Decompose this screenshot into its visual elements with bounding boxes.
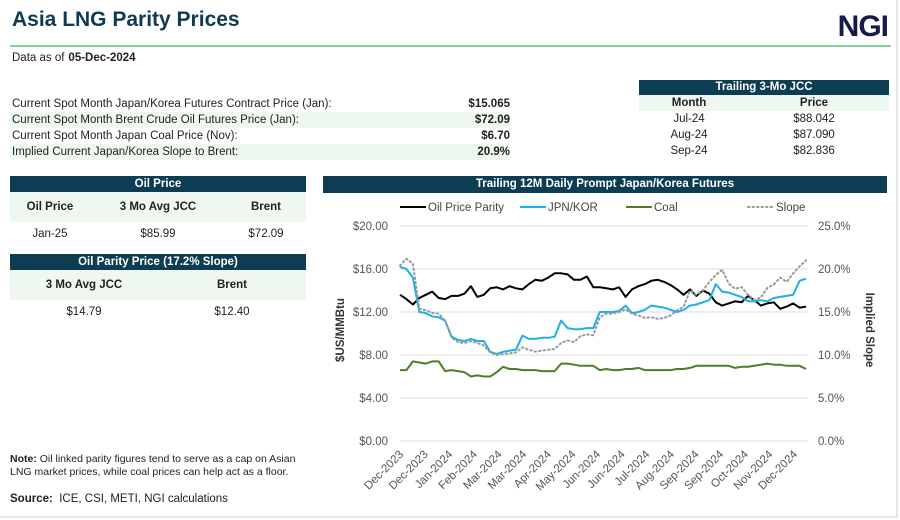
data-as-of: Data as of 05-Dec-2024 <box>12 52 136 64</box>
oil-price-title: Oil Price <box>10 176 306 192</box>
source-text: ICE, CSI, METI, NGI calculations <box>59 493 228 505</box>
y2-tick-label: 5.0% <box>818 393 844 405</box>
oil-price-header-row: Oil Price 3 Mo Avg JCC Brent <box>10 192 306 222</box>
cell-price: $88.042 <box>793 113 835 125</box>
col-header: Oil Price <box>26 201 74 213</box>
table-row: Aug-24 $87.090 <box>639 127 889 143</box>
table-row: Jul-24 $88.042 <box>639 111 889 127</box>
series-line-coal <box>400 360 807 378</box>
cell-brent: $12.40 <box>214 306 250 318</box>
cell-price: $82.836 <box>793 145 835 157</box>
header-divider <box>10 45 891 47</box>
col-header: Brent <box>250 201 282 213</box>
y-tick-label: $4.00 <box>359 393 388 405</box>
jcc-table-title: Trailing 3-Mo JCC <box>639 80 889 95</box>
source-label: Source: <box>10 493 53 505</box>
summary-row: Implied Current Japan/Korea Slope to Bre… <box>10 144 510 160</box>
y-axis-label: $US/MMBtu <box>335 298 347 362</box>
y2-axis-label: Implied Slope <box>863 293 875 368</box>
cell-month: Jul-24 <box>673 113 705 125</box>
cell-brent: $72.09 <box>248 228 284 240</box>
summary-row: Current Spot Month Japan/Korea Futures C… <box>10 96 510 112</box>
col-header: Price <box>799 97 829 109</box>
cell-month: Sep-24 <box>670 145 708 157</box>
oil-parity-table: Oil Parity Price (17.2% Slope) 3 Mo Avg … <box>10 254 306 324</box>
summary-value: $72.09 <box>474 114 510 126</box>
oil-parity-header-row: 3 Mo Avg JCC Brent <box>10 270 306 300</box>
legend-label: JPN/KOR <box>548 202 598 214</box>
footnote: Note: Oil linked parity figures tend to … <box>10 453 310 479</box>
cell-price: $87.090 <box>793 129 835 141</box>
oil-parity-title: Oil Parity Price (17.2% Slope) <box>10 254 306 270</box>
col-header: Brent <box>216 279 248 291</box>
summary-table: Current Spot Month Japan/Korea Futures C… <box>10 96 510 160</box>
jcc-table: Trailing 3-Mo JCC Month Price Jul-24 $88.0… <box>639 80 889 159</box>
y2-tick-label: 20.0% <box>818 264 851 276</box>
jcc-header-row: Month Price <box>639 95 889 111</box>
summary-row: Current Spot Month Japan Coal Price (Nov… <box>10 128 510 144</box>
y2-tick-label: 0.0% <box>818 436 844 448</box>
col-header: 3 Mo Avg JCC <box>119 201 197 213</box>
table-row: Sep-24 $82.836 <box>639 143 889 159</box>
legend-label: Slope <box>776 202 805 214</box>
cell-month: Jan-25 <box>32 228 68 240</box>
summary-value: $15.065 <box>468 98 510 110</box>
table-row: $14.79 $12.40 <box>10 300 306 324</box>
y-tick-label: $0.00 <box>359 436 388 448</box>
oil-price-table: Oil Price Oil Price 3 Mo Avg JCC Brent J… <box>10 176 306 246</box>
cell-month: Aug-24 <box>670 129 708 141</box>
source: Source: ICE, CSI, METI, NGI calculations <box>10 493 228 505</box>
summary-value: 20.9% <box>477 146 510 158</box>
table-row: Jan-25 $85.99 $72.09 <box>10 222 306 246</box>
summary-label: Current Spot Month Brent Crude Oil Futur… <box>12 114 299 126</box>
summary-value: $6.70 <box>481 130 510 142</box>
ngi-logo: NGI <box>837 10 889 43</box>
col-header: 3 Mo Avg JCC <box>45 279 123 291</box>
series-line-oil-price-parity <box>399 272 807 310</box>
y-tick-label: $20.00 <box>353 221 388 233</box>
line-chart: $0.00 $4.00 $8.00 $12.00 $16.00 $20.00 0.0% 5.… <box>335 202 875 493</box>
legend-label: Oil Price Parity <box>428 202 504 214</box>
page-title: Asia LNG Parity Prices <box>12 8 240 31</box>
summary-label: Current Spot Month Japan/Korea Futures C… <box>12 98 332 110</box>
chart-title: Trailing 12M Daily Prompt Japan/Korea Fu… <box>323 176 887 193</box>
asof-label: Data as of <box>12 52 65 64</box>
summary-label: Implied Current Japan/Korea Slope to Bre… <box>12 146 239 158</box>
note-text: Oil linked parity figures tend to serve … <box>10 453 296 478</box>
series-line-jpn-kor <box>399 265 807 355</box>
cell-jcc: $85.99 <box>140 228 176 240</box>
summary-row: Current Spot Month Brent Crude Oil Futur… <box>10 112 510 128</box>
y-tick-label: $12.00 <box>353 307 388 319</box>
asof-date: 05-Dec-2024 <box>68 52 136 64</box>
col-header: Month <box>671 97 707 109</box>
y2-tick-label: 10.0% <box>818 350 851 362</box>
note-label: Note: <box>10 453 37 465</box>
legend-label: Coal <box>654 202 678 214</box>
y-tick-label: $8.00 <box>359 350 388 362</box>
y-tick-label: $16.00 <box>353 264 388 276</box>
cell-jcc: $14.79 <box>66 306 102 318</box>
series-line-slope <box>399 257 807 356</box>
y2-tick-label: 15.0% <box>818 307 851 319</box>
summary-label: Current Spot Month Japan Coal Price (Nov… <box>12 130 238 142</box>
y2-tick-label: 25.0% <box>818 221 851 233</box>
